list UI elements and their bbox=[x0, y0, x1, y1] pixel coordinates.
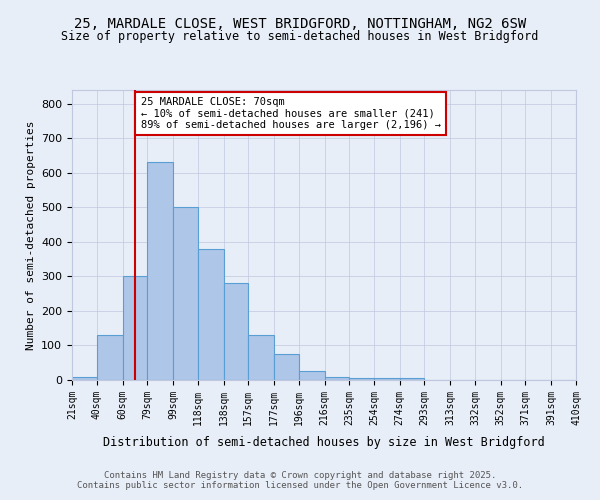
Text: 25 MARDALE CLOSE: 70sqm
← 10% of semi-detached houses are smaller (241)
89% of s: 25 MARDALE CLOSE: 70sqm ← 10% of semi-de… bbox=[140, 97, 440, 130]
Bar bbox=[224, 284, 248, 380]
Bar bbox=[374, 378, 400, 380]
Bar bbox=[122, 276, 147, 380]
Bar bbox=[349, 378, 374, 380]
Bar bbox=[173, 208, 197, 380]
Text: Contains HM Land Registry data © Crown copyright and database right 2025.
Contai: Contains HM Land Registry data © Crown c… bbox=[77, 470, 523, 490]
Bar bbox=[248, 335, 274, 380]
Bar bbox=[147, 162, 173, 380]
Bar bbox=[400, 378, 424, 380]
Bar bbox=[197, 249, 224, 380]
X-axis label: Distribution of semi-detached houses by size in West Bridgford: Distribution of semi-detached houses by … bbox=[103, 436, 545, 449]
Text: 25, MARDALE CLOSE, WEST BRIDGFORD, NOTTINGHAM, NG2 6SW: 25, MARDALE CLOSE, WEST BRIDGFORD, NOTTI… bbox=[74, 18, 526, 32]
Y-axis label: Number of semi-detached properties: Number of semi-detached properties bbox=[26, 120, 35, 350]
Bar bbox=[72, 376, 97, 380]
Bar bbox=[325, 376, 349, 380]
Text: Size of property relative to semi-detached houses in West Bridgford: Size of property relative to semi-detach… bbox=[61, 30, 539, 43]
Bar bbox=[97, 335, 122, 380]
Bar bbox=[274, 354, 299, 380]
Bar bbox=[299, 372, 325, 380]
